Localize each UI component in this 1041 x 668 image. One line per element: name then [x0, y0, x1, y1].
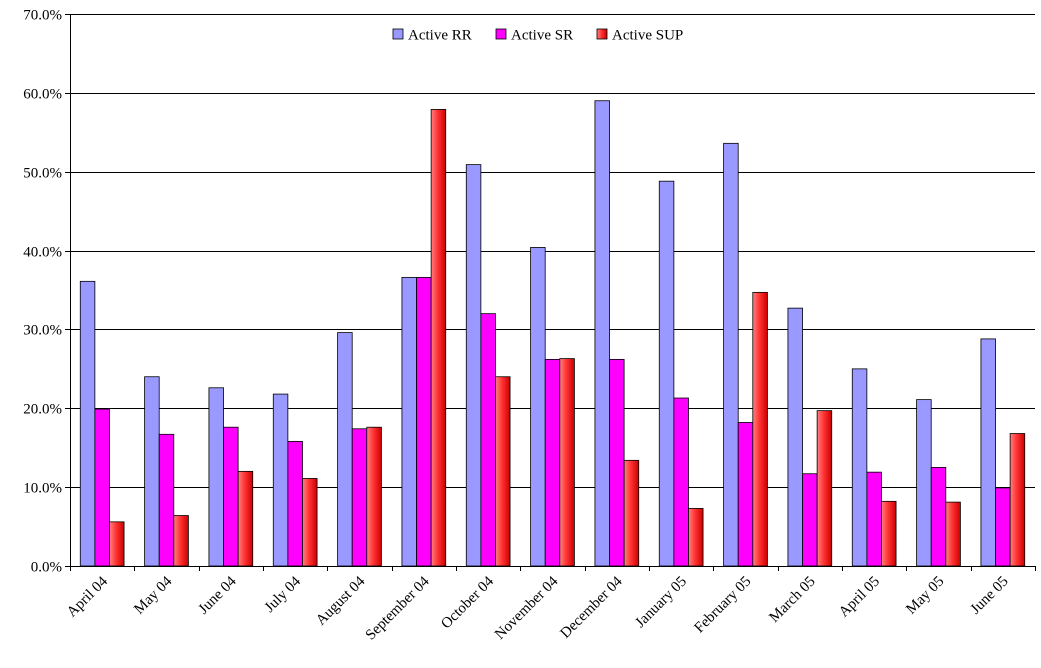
legend-label: Active SUP — [612, 28, 683, 44]
y-tick-label: 0.0% — [31, 560, 62, 576]
bar-active-sup — [173, 515, 189, 567]
x-tick-label: April 04 — [64, 573, 111, 620]
bar-active-sup — [366, 426, 382, 567]
bar-active-rr — [337, 332, 353, 567]
y-tick-label: 60.0% — [23, 87, 62, 103]
x-tick-label: November 04 — [492, 573, 562, 643]
gridlines — [70, 14, 1035, 488]
x-tick-label: December 04 — [558, 573, 627, 642]
bar-active-sup — [559, 358, 575, 567]
bar-active-sr — [94, 408, 110, 567]
bar-active-sr — [351, 428, 368, 567]
bar-active-sup — [623, 459, 640, 567]
x-tick-label: July 04 — [262, 573, 305, 616]
bar-active-sr — [995, 487, 1011, 567]
y-tick-label: 40.0% — [23, 245, 62, 261]
axes — [65, 14, 1036, 571]
bar-active-sup — [1009, 433, 1026, 567]
bar-active-sr — [158, 433, 175, 567]
x-tick-label: September 04 — [363, 573, 433, 643]
x-tick-label: February 05 — [691, 574, 754, 637]
bar-active-rr — [272, 393, 289, 567]
bar-active-rr — [723, 142, 739, 567]
x-tick-label: March 05 — [766, 574, 818, 626]
legend: Active RR Active SR Active SUP — [392, 28, 683, 44]
bar-active-rr — [658, 180, 675, 567]
bar-active-rr — [401, 276, 417, 567]
bar-active-sup — [881, 500, 897, 567]
bar-active-sr — [480, 313, 496, 567]
legend-swatch — [495, 28, 507, 40]
legend-label: Active RR — [408, 28, 472, 44]
legend-label: Active SR — [511, 28, 573, 44]
bar-active-rr — [144, 376, 160, 567]
x-tick-label: January 05 — [632, 574, 690, 632]
bar-active-sr — [223, 426, 239, 567]
x-tick-label: June 04 — [196, 573, 240, 617]
bar-active-sup — [816, 410, 833, 567]
bar-active-sup — [945, 501, 961, 567]
legend-swatch — [392, 28, 404, 40]
bar-active-sr — [930, 467, 947, 567]
x-tick-label: May 04 — [131, 573, 175, 617]
bar-active-sr — [737, 422, 754, 567]
bar-active-rr — [465, 164, 482, 567]
bar-active-sr — [287, 441, 303, 567]
bar-active-rr — [79, 280, 96, 567]
bar-active-rr — [787, 307, 803, 567]
bar-active-sr — [416, 276, 432, 567]
bar-active-rr — [594, 100, 610, 567]
bar-active-sr — [673, 397, 689, 567]
legend-swatch — [596, 28, 608, 40]
x-tick-label: August 04 — [313, 573, 369, 629]
bar-active-sup — [495, 376, 511, 567]
y-tick-label: 70.0% — [23, 8, 62, 24]
bars — [79, 100, 1026, 567]
bar-active-sup — [237, 470, 254, 567]
bar-active-sup — [302, 478, 318, 567]
x-tick-label: June 05 — [968, 574, 1012, 618]
bar-active-sr — [544, 358, 561, 567]
bar-active-rr — [916, 399, 932, 567]
bar-active-sup — [752, 291, 768, 567]
bar-active-sup — [688, 508, 704, 567]
y-tick-label: 50.0% — [23, 166, 62, 182]
bar-active-sr — [866, 471, 882, 567]
y-axis-tick-labels: 0.0% 10.0% 20.0% 30.0% 40.0% 50.0% 60.0% 70.0% — [23, 8, 62, 576]
bar-active-sr — [802, 473, 818, 567]
bar-active-sr — [609, 358, 625, 567]
bar-active-rr — [530, 247, 546, 567]
bar-active-rr — [851, 368, 868, 567]
bar-active-sup — [430, 109, 447, 567]
x-axis-tick-labels: April 04 May 04 June 04 July 04 August 04Sep… — [64, 573, 1012, 643]
bar-active-sup — [109, 521, 125, 567]
x-tick-label: October 04 — [438, 573, 497, 632]
bar-active-rr — [980, 338, 996, 567]
y-tick-label: 30.0% — [23, 323, 62, 339]
bar-active-rr — [208, 387, 224, 567]
y-tick-label: 20.0% — [23, 402, 62, 418]
y-tick-label: 10.0% — [23, 481, 62, 497]
x-tick-label: May 05 — [903, 574, 947, 618]
x-tick-label: April 05 — [836, 574, 883, 621]
